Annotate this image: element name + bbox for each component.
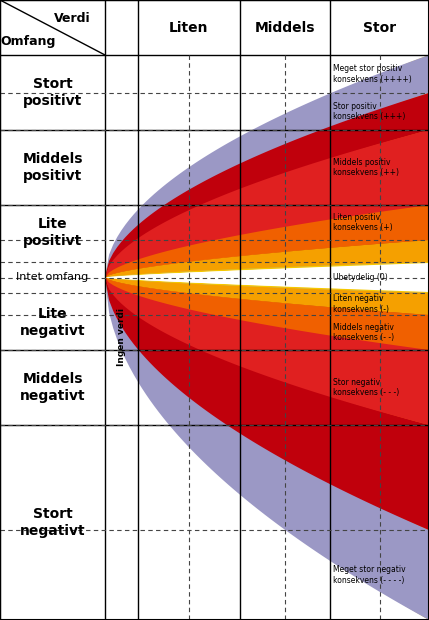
Polygon shape xyxy=(105,130,429,425)
Polygon shape xyxy=(105,93,429,530)
Text: Middels
positivt: Middels positivt xyxy=(22,153,83,183)
Text: Stort
positivt: Stort positivt xyxy=(23,78,82,108)
Text: Middels: Middels xyxy=(255,20,315,35)
Text: Lite
positivt: Lite positivt xyxy=(23,218,82,247)
Text: Meget stor positiv
konsekvens (++++): Meget stor positiv konsekvens (++++) xyxy=(333,64,412,84)
Text: Liten positiv
konsekvens (+): Liten positiv konsekvens (+) xyxy=(333,213,393,232)
Text: Verdi: Verdi xyxy=(54,12,91,25)
Polygon shape xyxy=(105,55,429,620)
Text: Stor positiv
konsekvens (+++): Stor positiv konsekvens (+++) xyxy=(333,102,405,121)
Text: Omfang: Omfang xyxy=(0,35,56,48)
Polygon shape xyxy=(105,263,429,292)
Polygon shape xyxy=(105,240,429,315)
Text: Intet omfang: Intet omfang xyxy=(16,273,89,283)
Text: Stor: Stor xyxy=(363,20,396,35)
Polygon shape xyxy=(105,205,429,350)
Text: Ubetydelig (0): Ubetydelig (0) xyxy=(333,273,388,282)
Bar xyxy=(0,55,105,620)
Text: Middels
negativt: Middels negativt xyxy=(20,373,85,402)
Text: Stor negativ
konsekvens (- - -): Stor negativ konsekvens (- - -) xyxy=(333,378,399,397)
Text: Middels negativ
konsekvens (- -): Middels negativ konsekvens (- -) xyxy=(333,323,394,342)
Polygon shape xyxy=(105,93,429,530)
Text: Liten negativ
konsekvens (-): Liten negativ konsekvens (-) xyxy=(333,294,389,314)
Polygon shape xyxy=(105,130,429,425)
Polygon shape xyxy=(105,262,429,293)
Text: Stort
negativt: Stort negativt xyxy=(20,507,85,538)
Text: Liten: Liten xyxy=(169,20,209,35)
Text: Ingen verdi: Ingen verdi xyxy=(117,309,126,366)
Polygon shape xyxy=(105,240,429,315)
Text: Middels positiv
konsekvens (++): Middels positiv konsekvens (++) xyxy=(333,158,399,177)
Polygon shape xyxy=(105,264,429,291)
Polygon shape xyxy=(105,205,429,350)
Text: Meget stor negativ
konsekvens (- - - -): Meget stor negativ konsekvens (- - - -) xyxy=(333,565,406,585)
Polygon shape xyxy=(105,55,429,620)
Text: Lite
negativt: Lite negativt xyxy=(20,308,85,338)
Bar xyxy=(105,55,429,620)
Polygon shape xyxy=(105,262,429,293)
